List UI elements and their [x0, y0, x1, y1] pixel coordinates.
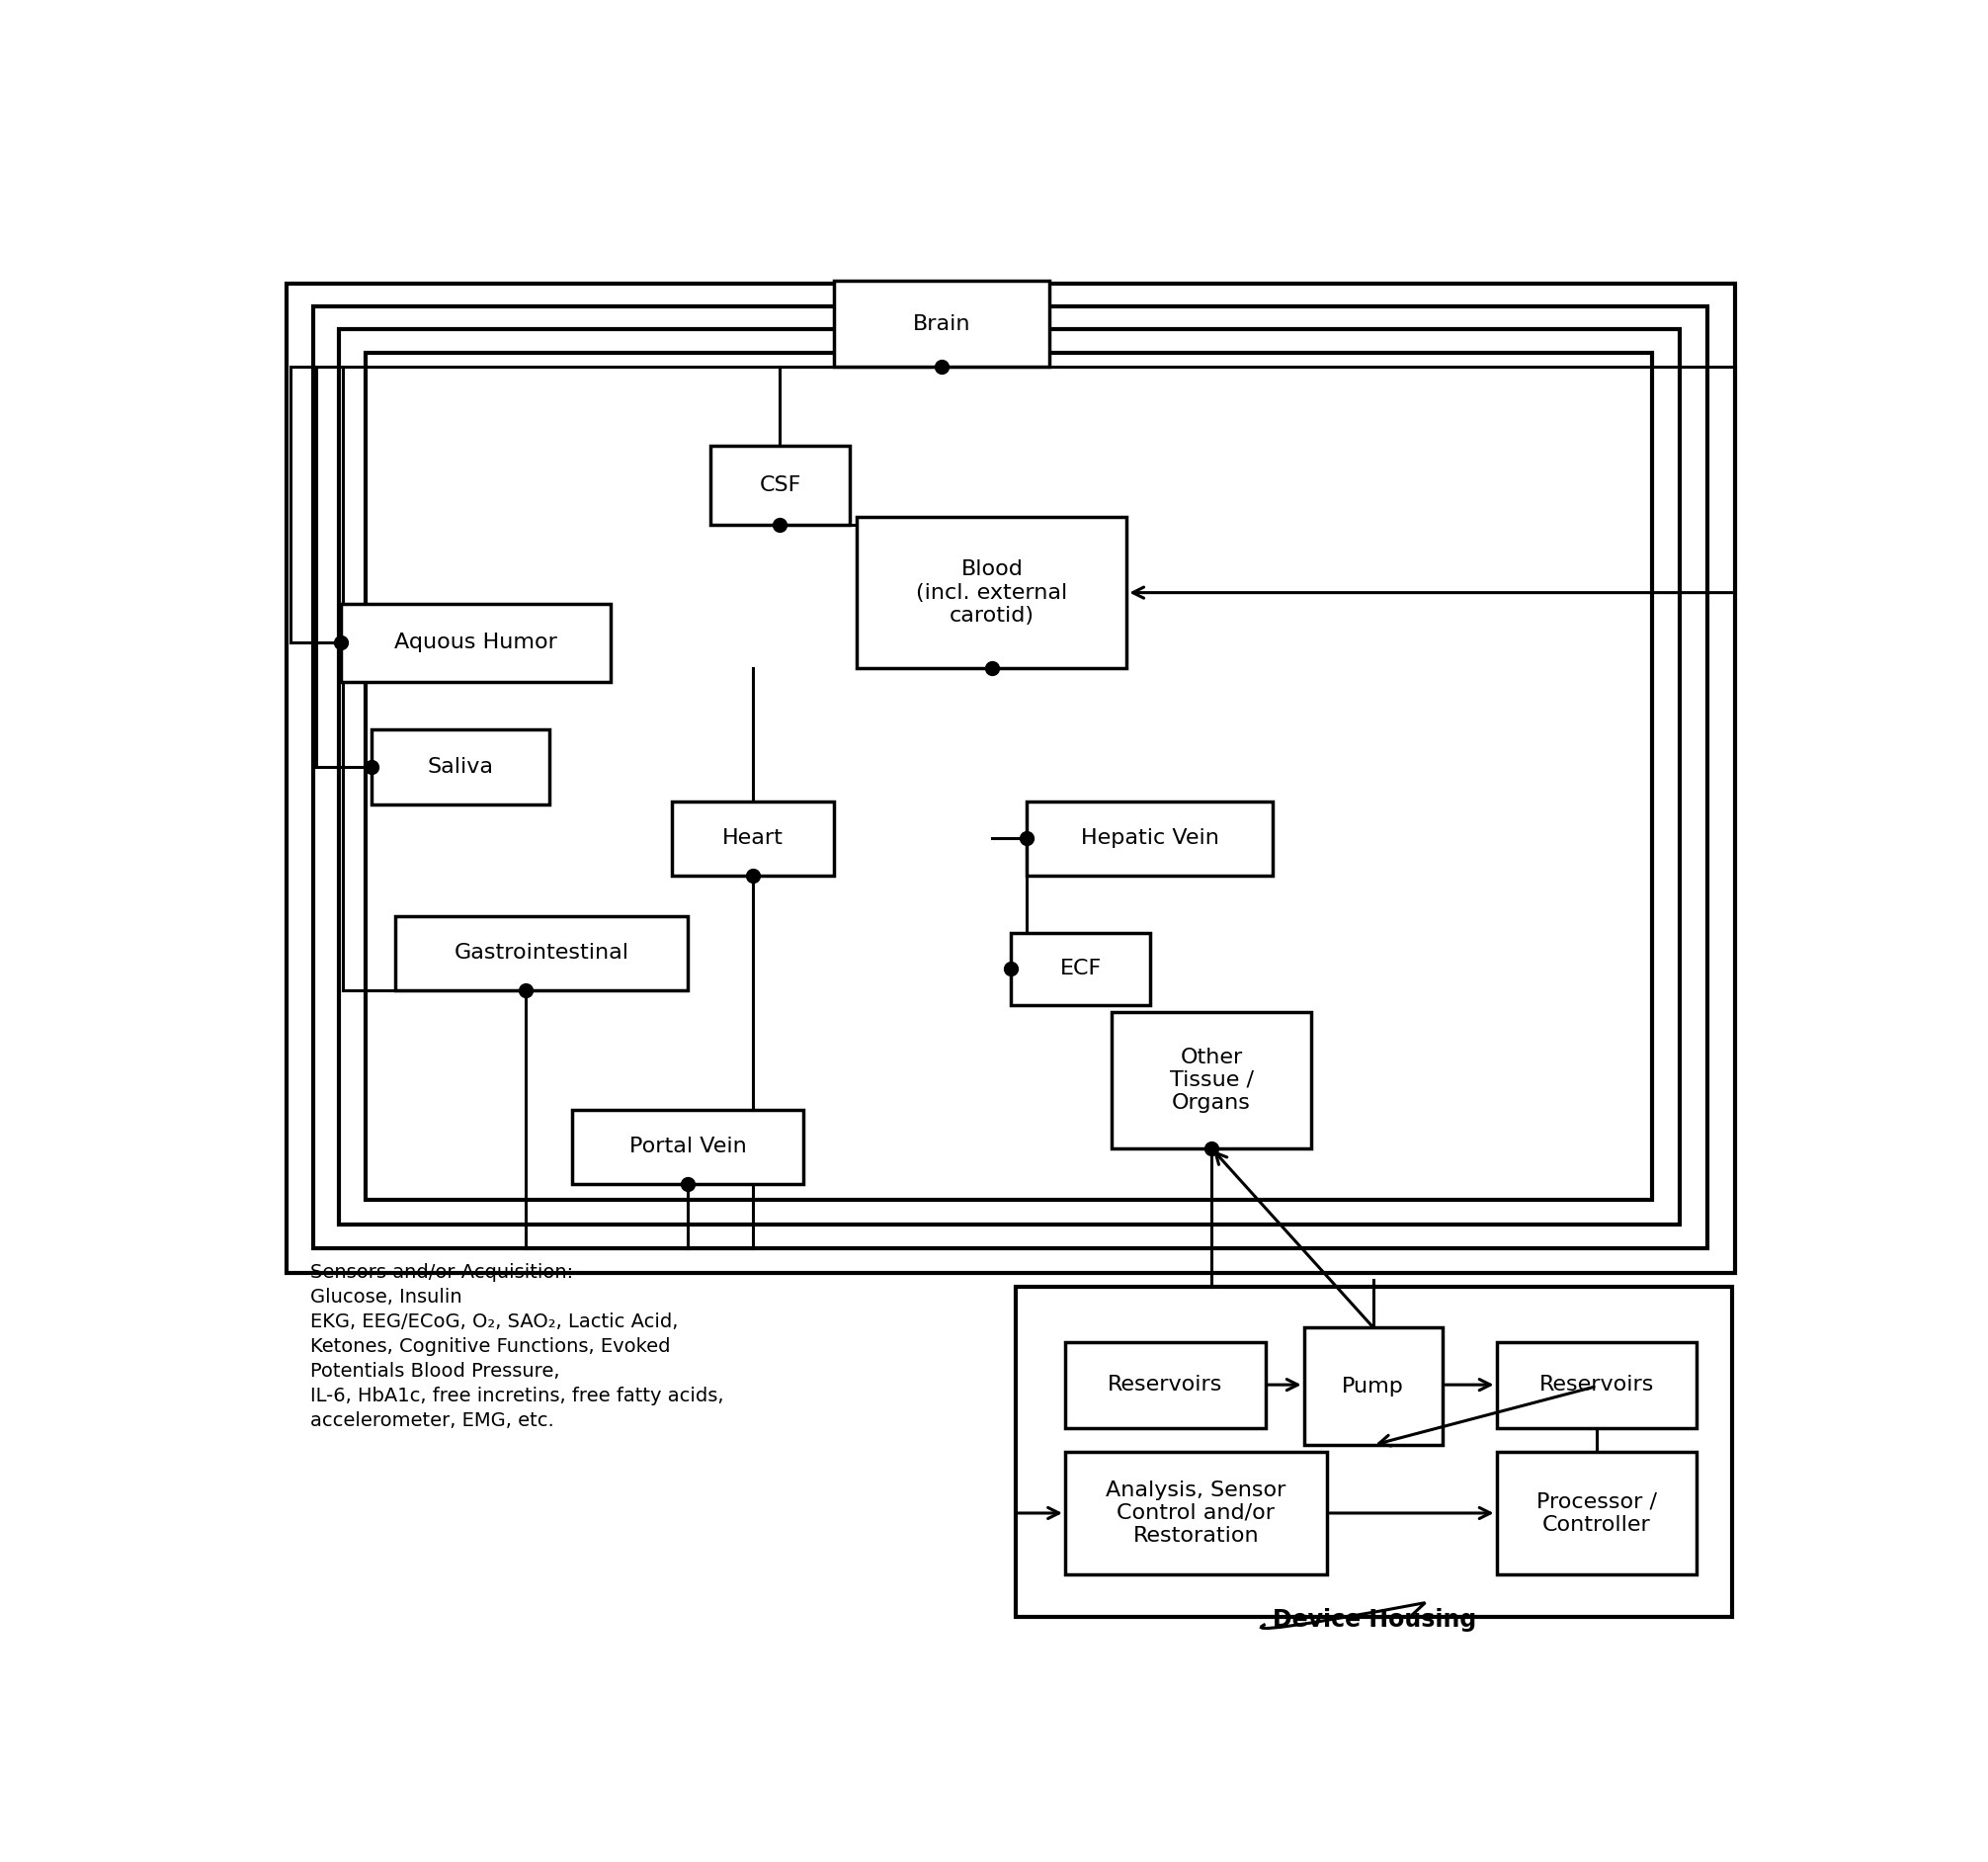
Bar	[366, 352, 1652, 1199]
Bar	[1111, 1013, 1312, 1149]
Text: Portal Vein: Portal Vein	[628, 1138, 746, 1156]
Text: Sensors and/or Acquisition:
Glucose, Insulin
EKG, EEG/ECoG, O₂, SAO₂, Lactic Aci: Sensors and/or Acquisition: Glucose, Ins…	[310, 1262, 724, 1430]
Text: Processor /
Controller: Processor / Controller	[1537, 1491, 1656, 1534]
Text: Aquous Humor: Aquous Humor	[394, 633, 557, 654]
Bar	[1497, 1452, 1698, 1573]
Bar	[1016, 1287, 1732, 1616]
Bar	[340, 330, 1680, 1223]
Bar	[1497, 1343, 1698, 1428]
Text: Hepatic Vein: Hepatic Vein	[1081, 829, 1219, 849]
Text: Other
Tissue /
Organs: Other Tissue / Organs	[1169, 1046, 1252, 1113]
Text: Reservoirs: Reservoirs	[1107, 1374, 1223, 1395]
Bar	[573, 1110, 803, 1184]
Text: Analysis, Sensor
Control and/or
Restoration: Analysis, Sensor Control and/or Restorat…	[1105, 1480, 1286, 1545]
Text: Reservoirs: Reservoirs	[1539, 1374, 1654, 1395]
Bar	[1026, 801, 1272, 875]
Bar	[1304, 1328, 1443, 1445]
Text: Heart: Heart	[722, 829, 783, 849]
Bar	[342, 603, 610, 681]
Text: Device Housing: Device Housing	[1272, 1607, 1477, 1631]
Text: Saliva: Saliva	[427, 758, 493, 776]
Bar	[396, 916, 688, 991]
Bar	[372, 730, 549, 804]
Bar	[1066, 1343, 1264, 1428]
Text: ECF: ECF	[1060, 959, 1101, 979]
Bar	[1012, 933, 1149, 1005]
Bar	[833, 281, 1050, 367]
Text: Blood
(incl. external
carotid): Blood (incl. external carotid)	[916, 560, 1068, 626]
Text: Pump: Pump	[1342, 1376, 1404, 1396]
Text: Gastrointestinal: Gastrointestinal	[453, 944, 628, 963]
Text: CSF: CSF	[759, 475, 801, 495]
Text: Brain: Brain	[912, 315, 970, 333]
Bar	[314, 307, 1708, 1249]
Bar	[857, 518, 1127, 668]
Bar	[286, 283, 1736, 1274]
Bar	[672, 801, 833, 875]
Bar	[1066, 1452, 1328, 1573]
Bar	[710, 445, 849, 525]
